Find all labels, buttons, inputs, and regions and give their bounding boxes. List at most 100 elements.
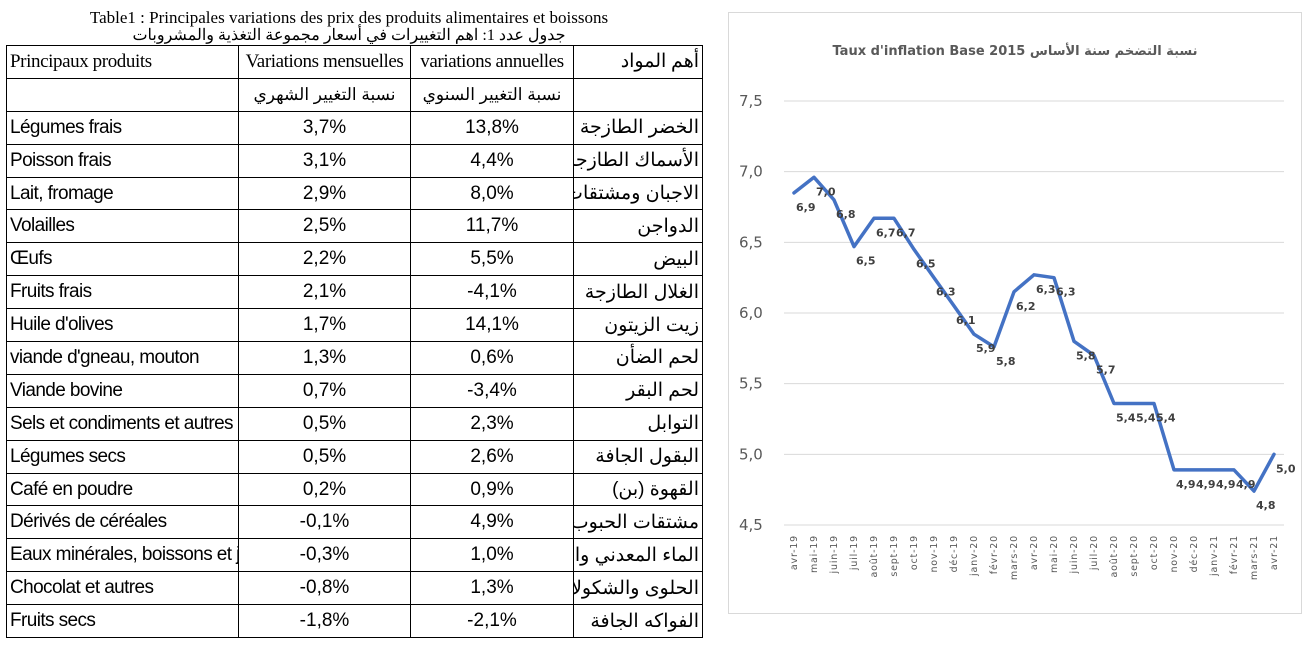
product-name-ar: الأسماك الطازجة <box>573 143 703 178</box>
product-name-ar: زيت الزيتون <box>573 308 703 343</box>
product-name-fr: viande d'gneau, mouton <box>6 341 239 375</box>
subheader-annual-ar: نسبة التغيير السنوي <box>410 77 574 112</box>
x-tick-label: déc-19 <box>949 535 960 572</box>
x-tick-label: avr-20 <box>1029 535 1040 570</box>
inflation-line-chart: Taux d'inflation Base 2015 نسبة التضخم س… <box>739 42 1296 580</box>
x-tick-label: mai-20 <box>1049 535 1060 573</box>
x-tick-label: févr-20 <box>989 535 1000 574</box>
data-label: 6,1 <box>956 314 976 327</box>
inflation-series-line <box>792 175 1276 493</box>
monthly-variation: 3,1% <box>238 143 411 178</box>
annual-variation: -2,1% <box>410 604 574 639</box>
table-row: Eaux minérales, boissons et ju -0,3% 1,0% ا… <box>6 538 703 573</box>
header-products-fr: Principaux produits <box>6 45 239 79</box>
table-row: Œufs 2,2% 5,5% البيض <box>6 242 703 277</box>
subheader-empty-left <box>6 77 239 112</box>
header-annual: variations annuelles <box>410 45 574 79</box>
product-name-ar: لحم البقر <box>573 373 703 408</box>
table-row: Sels et condiments et autres 0,5% 2,3% التو… <box>6 406 703 441</box>
data-label: 4,8 <box>1256 499 1276 512</box>
chart-title: Taux d'inflation Base 2015 نسبة التضخم س… <box>832 42 1197 59</box>
table-row: Poisson frais 3,1% 4,4% الأسماك الطازجة <box>6 143 703 178</box>
x-tick-label: janv-20 <box>969 535 980 577</box>
monthly-variation: -0,8% <box>238 571 411 606</box>
annual-variation: 11,7% <box>410 209 574 244</box>
table-row: Fruits frais 2,1% -4,1% الغلال الطازجة <box>6 275 703 310</box>
x-tick-label: mars-20 <box>1009 535 1020 580</box>
annual-variation: -4,1% <box>410 275 574 310</box>
table-header-row: Principaux produits Variations mensuelle… <box>6 45 703 79</box>
data-label: 4,9 <box>1236 478 1256 491</box>
y-axis-ticks: 4,5 5,0 5,5 6,0 6,5 7,0 7,5 <box>739 92 763 534</box>
x-tick-label: oct-20 <box>1149 535 1160 570</box>
product-name-ar: مشتقات الحبوب <box>573 505 703 540</box>
product-name-fr: Sels et condiments et autres <box>6 406 239 441</box>
product-name-ar: الفواكه الجافة <box>573 604 703 639</box>
product-name-ar: الماء المعدني والمشر <box>573 538 703 573</box>
product-name-fr: Fruits secs <box>6 604 239 639</box>
annual-variation: 5,5% <box>410 242 574 277</box>
monthly-variation: 1,3% <box>238 341 411 375</box>
annual-variation: 13,8% <box>410 110 574 145</box>
annual-variation: 2,3% <box>410 406 574 441</box>
x-axis-ticks: avr-19 mai-19 juin-19 juil-19 août-19 sept-19… <box>789 535 1280 580</box>
product-name-ar: الاجبان ومشتقات ا <box>573 176 703 211</box>
x-tick-label: juin-20 <box>1069 535 1080 574</box>
x-tick-label: déc-20 <box>1189 535 1200 572</box>
data-label: 5,8 <box>1076 349 1096 362</box>
price-variations-table: Principaux produits Variations mensuelle… <box>6 45 703 639</box>
gridlines <box>784 100 1284 526</box>
monthly-variation: 0,2% <box>238 472 411 507</box>
header-monthly: Variations mensuelles <box>238 45 411 79</box>
monthly-variation: 0,5% <box>238 439 411 474</box>
table-row: Fruits secs -1,8% -2,1% الفواكه الجافة <box>6 604 703 639</box>
product-name-fr: Fruits frais <box>6 275 239 310</box>
y-tick-label: 5,5 <box>739 375 763 393</box>
product-name-ar: البيض <box>573 242 703 277</box>
data-label: 6,5 <box>916 257 936 270</box>
data-label: 5,0 <box>1276 462 1296 475</box>
x-tick-label: janv-21 <box>1209 535 1220 577</box>
product-name-ar: الغلال الطازجة <box>573 275 703 310</box>
table-row: viande d'gneau, mouton 1,3% 0,6% لحم الضأن <box>6 341 703 375</box>
product-name-ar: الدواجن <box>573 209 703 244</box>
product-name-ar: البقول الجافة <box>573 439 703 474</box>
product-name-fr: Lait, fromage <box>6 176 239 211</box>
data-label: 5,4 <box>1136 411 1156 424</box>
annual-variation: -3,4% <box>410 373 574 408</box>
product-name-fr: Viande bovine <box>6 373 239 408</box>
data-label: 4,9 <box>1176 478 1196 491</box>
monthly-variation: 0,5% <box>238 406 411 441</box>
table-row: Légumes frais 3,7% 13,8% الخضر الطازجة <box>6 110 703 145</box>
monthly-variation: 2,9% <box>238 176 411 211</box>
x-tick-label: août-19 <box>869 535 880 578</box>
product-name-fr: Huile d'olives <box>6 308 239 343</box>
y-tick-label: 4,5 <box>739 516 763 534</box>
data-label: 6,7 <box>896 226 916 239</box>
x-tick-label: sept-19 <box>889 535 900 577</box>
monthly-variation: -0,3% <box>238 538 411 573</box>
x-tick-label: août-20 <box>1109 535 1120 578</box>
x-tick-label: oct-19 <box>909 535 920 570</box>
price-variations-table-block: Table1 : Principales variations des prix… <box>6 8 703 639</box>
data-label: 5,4 <box>1156 411 1176 424</box>
table-row: Chocolat et autres -0,8% 1,3% الحلوى والشكو… <box>6 571 703 606</box>
table-title: Table1 : Principales variations des prix… <box>89 8 609 27</box>
annual-variation: 4,9% <box>410 505 574 540</box>
annual-variation: 4,4% <box>410 143 574 178</box>
data-label: 5,7 <box>1096 363 1116 376</box>
monthly-variation: 2,1% <box>238 275 411 310</box>
data-label: 6,3 <box>1036 283 1056 296</box>
data-label: 7,0 <box>816 185 836 198</box>
table-row: Volailles 2,5% 11,7% الدواجن <box>6 209 703 244</box>
annual-variation: 0,9% <box>410 472 574 507</box>
x-tick-label: juil-19 <box>849 535 860 571</box>
x-tick-label: avr-21 <box>1269 535 1280 570</box>
x-tick-label: févr-21 <box>1229 535 1240 574</box>
x-tick-label: nov-20 <box>1169 535 1180 573</box>
x-tick-label: juin-19 <box>829 535 840 574</box>
data-labels: 6,97,06,86,56,7 6,76,56,36,15,95,86,26,3 6… <box>796 185 1296 512</box>
table-subtitle-arabic: جدول عدد 1: اهم التغييرات في أسعار مجموع… <box>132 27 566 44</box>
annual-variation: 8,0% <box>410 176 574 211</box>
